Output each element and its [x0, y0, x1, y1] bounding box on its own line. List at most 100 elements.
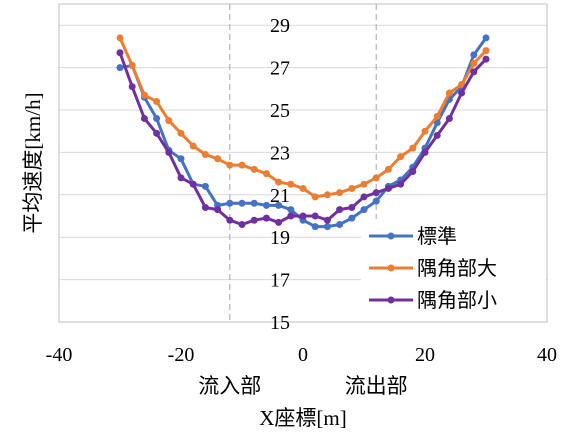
- data-point: [262, 214, 270, 222]
- data-point: [275, 201, 283, 209]
- data-point: [360, 180, 368, 188]
- data-point: [348, 184, 356, 192]
- data-point: [262, 201, 270, 209]
- data-point: [250, 165, 258, 173]
- data-point: [177, 174, 185, 182]
- data-point: [470, 59, 478, 67]
- series-1: [116, 34, 490, 231]
- data-point: [140, 114, 148, 122]
- data-point: [482, 55, 490, 63]
- data-point: [311, 223, 319, 231]
- data-point: [323, 216, 331, 224]
- data-point: [384, 184, 392, 192]
- data-point: [262, 170, 270, 178]
- data-point: [128, 61, 136, 69]
- data-point: [214, 155, 222, 163]
- data-point: [348, 214, 356, 222]
- data-point: [397, 153, 405, 161]
- data-point: [238, 199, 246, 207]
- plot-frame: [58, 3, 548, 323]
- data-point: [250, 199, 258, 207]
- x-tick-label: 0: [298, 344, 308, 366]
- data-point: [397, 180, 405, 188]
- x-tick-label: -40: [46, 344, 73, 366]
- data-point: [336, 206, 344, 214]
- data-point: [445, 114, 453, 122]
- data-point: [201, 204, 209, 212]
- data-point: [421, 148, 429, 156]
- data-point: [153, 98, 161, 106]
- series-3: [116, 49, 490, 228]
- data-point: [287, 180, 295, 188]
- data-point: [250, 216, 258, 224]
- data-point: [165, 117, 173, 125]
- region-label: 流入部: [198, 374, 261, 398]
- data-point: [470, 68, 478, 76]
- legend-label: 隅角部大: [417, 257, 497, 280]
- data-point: [482, 47, 490, 55]
- data-point: [311, 193, 319, 201]
- data-point: [360, 193, 368, 201]
- data-point: [311, 212, 319, 220]
- x-tick-label: 20: [415, 344, 435, 366]
- series-2: [116, 34, 490, 201]
- data-point: [482, 34, 490, 42]
- data-point: [116, 34, 124, 42]
- data-point: [275, 218, 283, 226]
- data-point: [177, 129, 185, 137]
- data-point: [287, 206, 295, 214]
- data-point: [433, 131, 441, 139]
- data-point: [421, 127, 429, 135]
- data-point: [275, 178, 283, 186]
- data-point: [336, 189, 344, 197]
- data-point: [201, 151, 209, 159]
- x-tick-labels: -40 -20 0 20 40: [46, 344, 557, 366]
- y-tick-label: 29: [270, 15, 290, 37]
- data-point: [116, 49, 124, 57]
- data-point: [226, 161, 234, 169]
- data-point: [153, 129, 161, 137]
- data-point: [348, 204, 356, 212]
- data-point: [470, 51, 478, 59]
- data-point: [189, 142, 197, 150]
- grid: [59, 24, 547, 281]
- series-layer: [116, 34, 490, 231]
- data-point: [372, 189, 380, 197]
- y-axis-title: 平均速度[km/h]: [21, 92, 45, 233]
- data-point: [201, 182, 209, 190]
- data-point: [116, 64, 124, 72]
- data-point: [177, 155, 185, 163]
- data-point: [165, 148, 173, 156]
- y-tick-label: 21: [270, 185, 290, 207]
- data-point: [189, 180, 197, 188]
- y-tick-label: 25: [270, 100, 290, 122]
- data-point: [299, 184, 307, 192]
- y-tick-label: 19: [270, 227, 290, 249]
- legend-label: 標準: [417, 225, 457, 248]
- y-tick-label: 15: [270, 312, 290, 334]
- data-point: [140, 91, 148, 99]
- y-tick-labels: 15 17 19 21 23 25 27 29: [270, 15, 290, 334]
- y-tick-label: 27: [270, 58, 290, 80]
- data-point: [433, 112, 441, 120]
- x-tick-label: -20: [168, 344, 195, 366]
- data-point: [372, 174, 380, 182]
- data-point: [153, 114, 161, 122]
- data-point: [226, 199, 234, 207]
- region-label: 流出部: [345, 374, 408, 398]
- data-point: [226, 216, 234, 224]
- data-point: [445, 89, 453, 97]
- data-point: [323, 223, 331, 231]
- legend-marker: [387, 232, 395, 240]
- data-point: [238, 220, 246, 228]
- data-point: [214, 206, 222, 214]
- legend-marker: [387, 296, 395, 304]
- data-point: [372, 197, 380, 205]
- data-point: [409, 144, 417, 152]
- data-point: [384, 165, 392, 173]
- data-point: [458, 81, 466, 89]
- y-tick-label: 23: [270, 142, 290, 164]
- x-tick-label: 40: [537, 344, 557, 366]
